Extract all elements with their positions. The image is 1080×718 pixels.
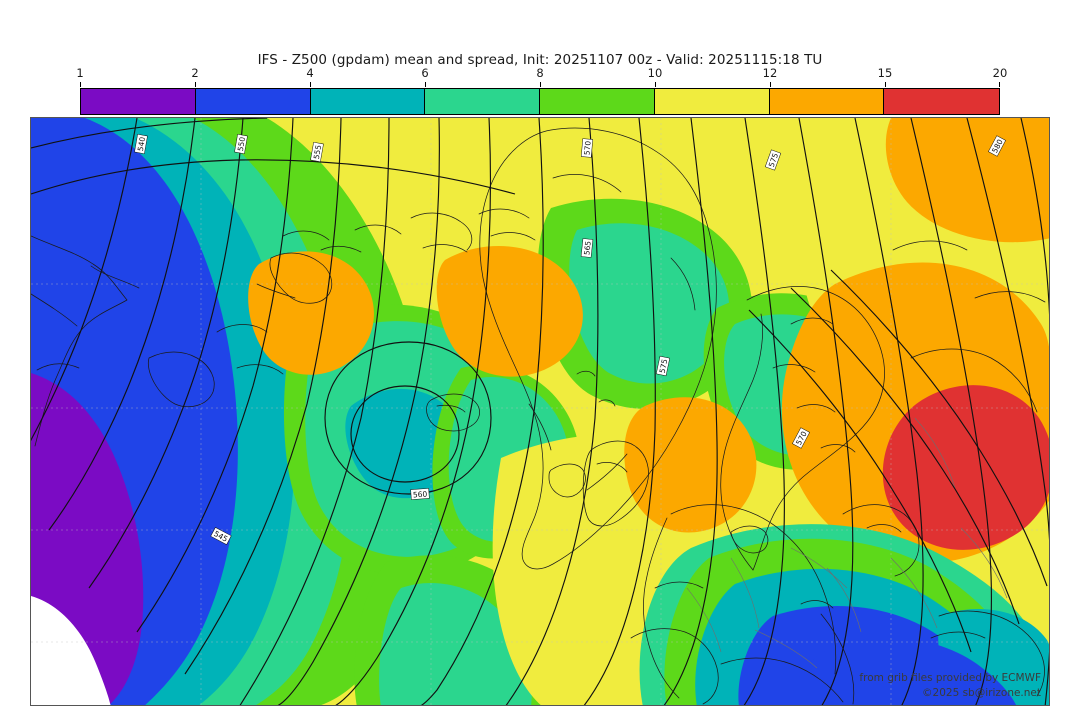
no-data-corner: [31, 596, 111, 705]
colorbar-segment-8-10: [540, 89, 655, 114]
svg-text:540: 540: [136, 136, 147, 152]
colorbar-tick-8: 8: [536, 66, 544, 80]
colorbar-tickmark-20: [999, 82, 1000, 87]
spread-orange-greenland-n: [436, 246, 583, 377]
political-border-layer: [686, 417, 1008, 669]
colorbar-segment-4-6: [310, 89, 426, 114]
colorbar-tick-20: 20: [992, 66, 1008, 80]
colorbar-tickmark-4: [310, 82, 311, 87]
spread-orange-arctic-top: [885, 118, 1049, 243]
colorbar-tickmark-15: [885, 82, 886, 87]
spread-orange-faroes: [624, 397, 757, 533]
spread-orange-nw-iceland: [248, 251, 374, 375]
colorbar-segments: [80, 88, 1000, 115]
svg-text:570: 570: [582, 140, 592, 155]
svg-text:565: 565: [582, 240, 592, 255]
colorbar-tick-labels: 1 2 4 6 8 10 12 15 20: [76, 66, 1007, 87]
spread-red-scandinavia: [882, 385, 1049, 550]
coastline-layer: [31, 127, 1046, 705]
spread-springgreen-greenland: [569, 223, 730, 384]
colorbar-tick-6: 6: [421, 66, 429, 80]
colorbar-segment-2-4: [195, 89, 311, 114]
svg-text:555: 555: [312, 144, 323, 160]
spread-corridor-sw-springgreen: [379, 582, 532, 705]
svg-text:550: 550: [236, 136, 247, 152]
colorbar-tickmark-1: [80, 82, 81, 87]
colorbar-segment-10-12: [654, 89, 770, 114]
mean-contour-layer: [31, 118, 1049, 705]
colorbar-segment-1-2: [81, 89, 196, 114]
spread-shading-layer: [31, 118, 1049, 705]
colorbar-tick-15: 15: [877, 66, 893, 80]
map-svg: 540 550 555 570: [31, 118, 1049, 705]
colorbar-tick-4: 4: [306, 66, 314, 80]
colorbar-tickmark-6: [425, 82, 426, 87]
colorbar-tick-12: 12: [762, 66, 778, 80]
colorbar-tickmark-10: [655, 82, 656, 87]
spread-cool-east-blue: [791, 637, 1016, 705]
colorbar-tickmark-8: [540, 82, 541, 87]
colorbar: [80, 88, 1000, 115]
graticule-layer: [31, 118, 1049, 705]
map-canvas[interactable]: 540 550 555 570: [30, 117, 1050, 706]
colorbar-tick-10: 10: [647, 66, 663, 80]
colorbar-tick-2: 2: [191, 66, 199, 80]
colorbar-segment-15-20: [884, 89, 999, 114]
page-title: IFS - Z500 (gpdam) mean and spread, Init…: [257, 52, 823, 68]
colorbar-tickmark-12: [770, 82, 771, 87]
colorbar-tickmark-2: [195, 82, 196, 87]
svg-text:575: 575: [658, 358, 670, 374]
colorbar-tick-1: 1: [76, 66, 84, 80]
svg-text:560: 560: [413, 489, 428, 499]
contour-label-layer: 540 550 555 570: [134, 133, 1006, 545]
colorbar-segment-12-15: [769, 89, 885, 114]
colorbar-segment-6-8: [425, 89, 540, 114]
